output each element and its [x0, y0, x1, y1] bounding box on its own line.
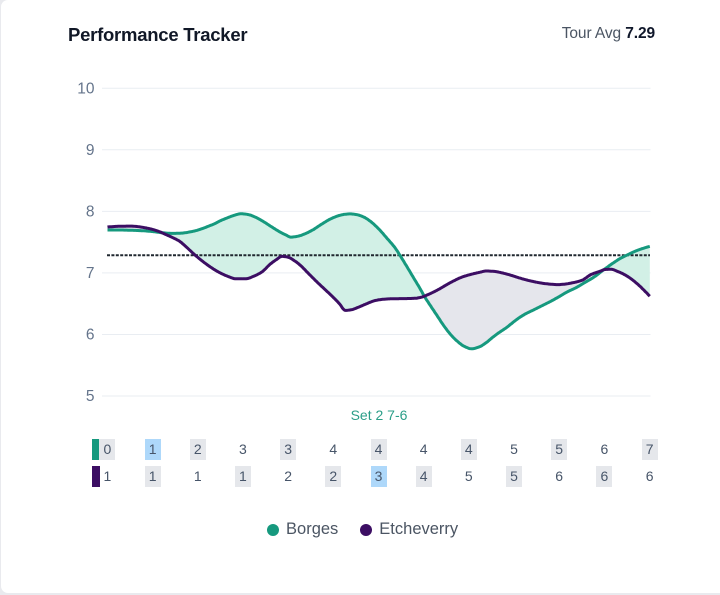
svg-text:8: 8: [86, 204, 95, 221]
svg-text:10: 10: [77, 81, 95, 98]
svg-text:7: 7: [86, 265, 95, 282]
svg-text:9: 9: [86, 142, 95, 159]
svg-text:5: 5: [86, 388, 95, 405]
svg-text:6: 6: [86, 327, 95, 344]
